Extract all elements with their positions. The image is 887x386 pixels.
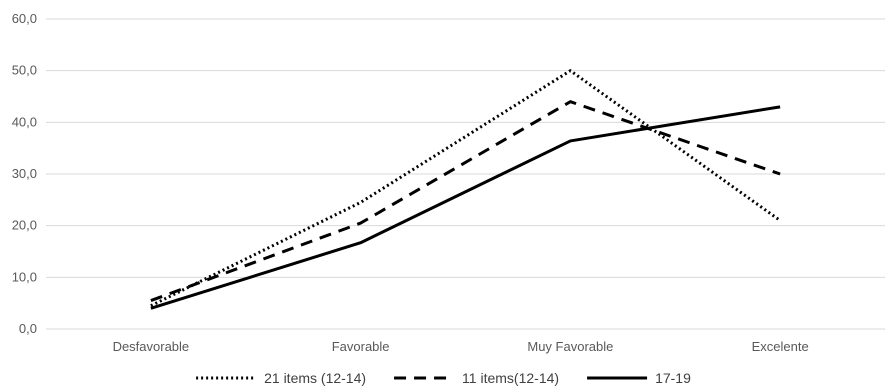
series-lines [150,69,781,310]
legend-label: 17-19 [655,370,691,386]
x-tick-label: Excelente [752,339,809,354]
series-line-dotted [150,69,781,308]
x-tick-label: Muy Favorable [527,339,613,354]
series-line-dashed [150,100,781,302]
gridlines [46,18,885,330]
y-tick-label: 30,0 [12,166,37,181]
x-tick-label: Desfavorable [113,339,190,354]
legend-label: 21 items (12-14) [264,370,366,386]
y-tick-label: 0,0 [19,321,37,336]
x-axis-ticks: Desfavorable Favorable Muy Favorable Excele… [113,339,809,354]
y-tick-label: 10,0 [12,269,37,284]
y-axis-ticks: 0,0 10,0 20,0 30,0 40,0 50,0 60,0 [12,11,37,336]
y-tick-label: 60,0 [12,11,37,26]
legend-label: 11 items(12-14) [462,370,559,386]
y-tick-label: 20,0 [12,218,37,233]
legend: 21 items (12-14) 11 items(12-14) 17-19 [196,370,691,386]
series-line-solid [150,105,781,310]
y-tick-label: 40,0 [12,114,37,129]
x-tick-label: Favorable [332,339,390,354]
y-tick-label: 50,0 [12,63,37,78]
